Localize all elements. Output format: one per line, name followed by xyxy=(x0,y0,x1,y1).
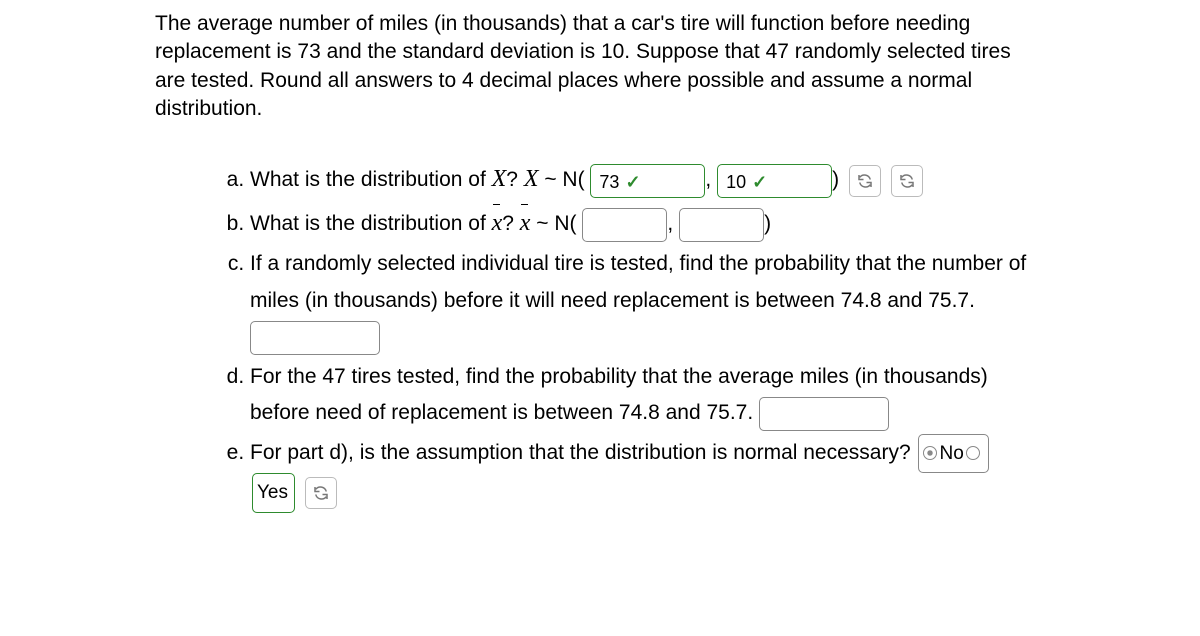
input-a-mu[interactable]: 73 ✓ xyxy=(590,164,705,198)
input-b-mu[interactable] xyxy=(582,208,667,242)
input-a-sigma-value: 10 xyxy=(726,172,746,192)
radio-yes-label: Yes xyxy=(257,482,288,503)
retry-button[interactable] xyxy=(849,165,881,197)
input-c[interactable] xyxy=(250,321,380,355)
part-e-text: For part d), is the assumption that the … xyxy=(250,441,916,464)
radio-no[interactable]: No xyxy=(918,434,988,473)
part-a-prefix: What is the distribution of xyxy=(250,168,492,191)
question-list: What is the distribution of X? X ~ N( 73… xyxy=(155,158,1045,512)
radio-dot-icon xyxy=(966,446,980,460)
var-X2: X xyxy=(524,166,539,192)
question-intro: The average number of miles (in thousand… xyxy=(155,10,1045,123)
check-icon: ✓ xyxy=(752,169,767,195)
tilde-N-b: ~ N( xyxy=(530,212,576,235)
part-a: What is the distribution of X? X ~ N( 73… xyxy=(250,158,1045,200)
refresh-icon xyxy=(898,172,916,190)
part-b-prefix: What is the distribution of xyxy=(250,212,492,235)
input-a-mu-value: 73 xyxy=(599,172,619,192)
input-d[interactable] xyxy=(759,397,889,431)
radio-no-label: No xyxy=(939,443,963,464)
close-paren-b: ) xyxy=(764,212,771,235)
part-c: If a randomly selected individual tire i… xyxy=(250,246,1045,356)
part-e: For part d), is the assumption that the … xyxy=(250,434,1045,513)
var-X: X xyxy=(492,166,507,192)
input-b-sigma[interactable] xyxy=(679,208,764,242)
retry-button-e[interactable] xyxy=(305,477,337,509)
close-paren-a: ) xyxy=(832,168,839,191)
radio-yes[interactable]: Yes xyxy=(252,473,295,512)
input-a-sigma[interactable]: 10 ✓ xyxy=(717,164,832,198)
refresh-icon xyxy=(856,172,874,190)
part-c-text: If a randomly selected individual tire i… xyxy=(250,252,1026,312)
tilde-N: ~ N( xyxy=(538,168,584,191)
part-b: What is the distribution of x? x ~ N( , … xyxy=(250,202,1045,244)
qmark-b: ? xyxy=(502,212,520,235)
part-d: For the 47 tires tested, find the probab… xyxy=(250,359,1045,433)
retry-button-2[interactable] xyxy=(891,165,923,197)
var-xbar2: x xyxy=(520,202,531,244)
refresh-icon xyxy=(312,484,330,502)
check-icon: ✓ xyxy=(625,169,640,195)
comma-b: , xyxy=(667,212,673,235)
var-xbar: x xyxy=(492,202,503,244)
radio-dot-icon xyxy=(923,446,937,460)
qmark: ? xyxy=(506,168,524,191)
comma1: , xyxy=(705,168,711,191)
